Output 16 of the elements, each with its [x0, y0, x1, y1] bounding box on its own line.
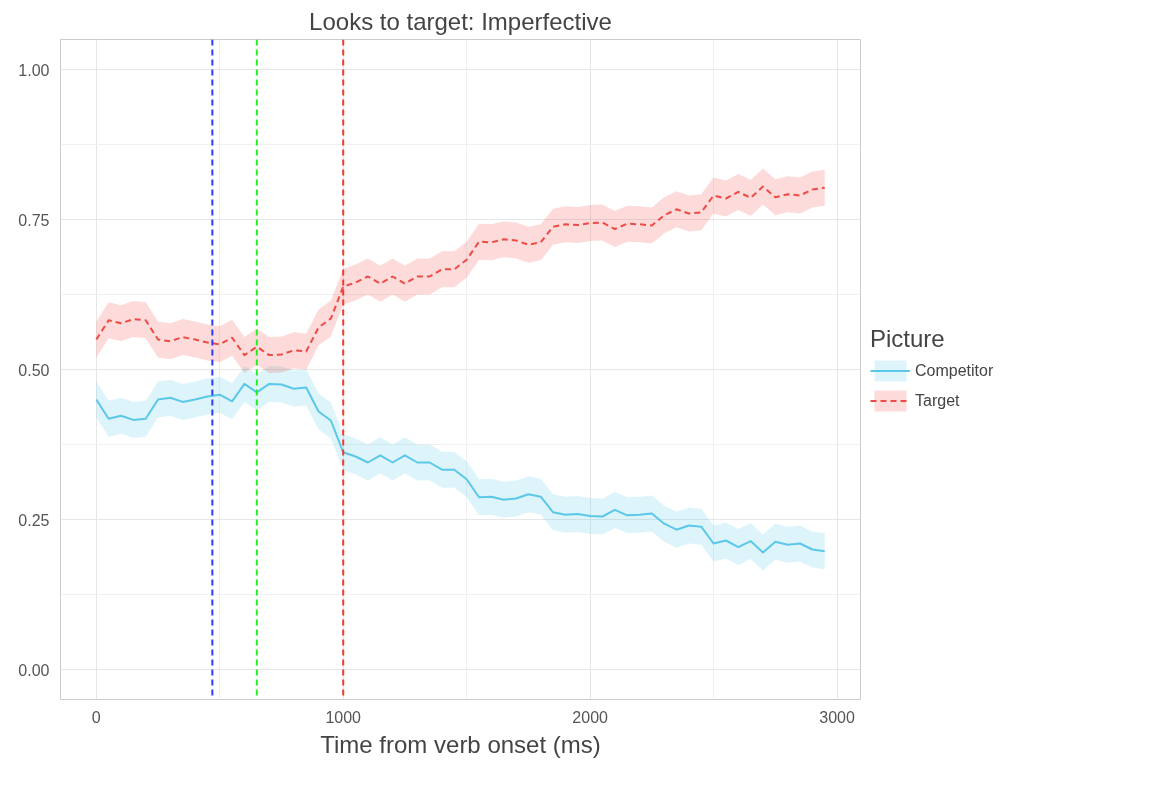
chart-title: Looks to target: Imperfective [309, 7, 612, 35]
legend-label: Competitor [915, 361, 994, 380]
x-tick-label: 2000 [572, 708, 609, 726]
legend-label: Target [915, 391, 960, 410]
y-tick-label: 1.00 [18, 61, 50, 79]
x-axis-title: Time from verb onset (ms) [320, 730, 601, 758]
x-tick-label: 1000 [325, 708, 362, 726]
y-tick-label: 0.25 [18, 511, 50, 529]
x-tick-label: 0 [91, 708, 101, 726]
legend-title: Picture [870, 324, 946, 353]
line-series [95, 382, 826, 554]
y-tick-label: 0.50 [18, 361, 50, 379]
line-series [95, 185, 826, 357]
y-tick-label: 0.00 [18, 661, 50, 679]
y-tick-label: 0.75 [18, 211, 50, 229]
x-tick-label: 3000 [819, 708, 855, 726]
